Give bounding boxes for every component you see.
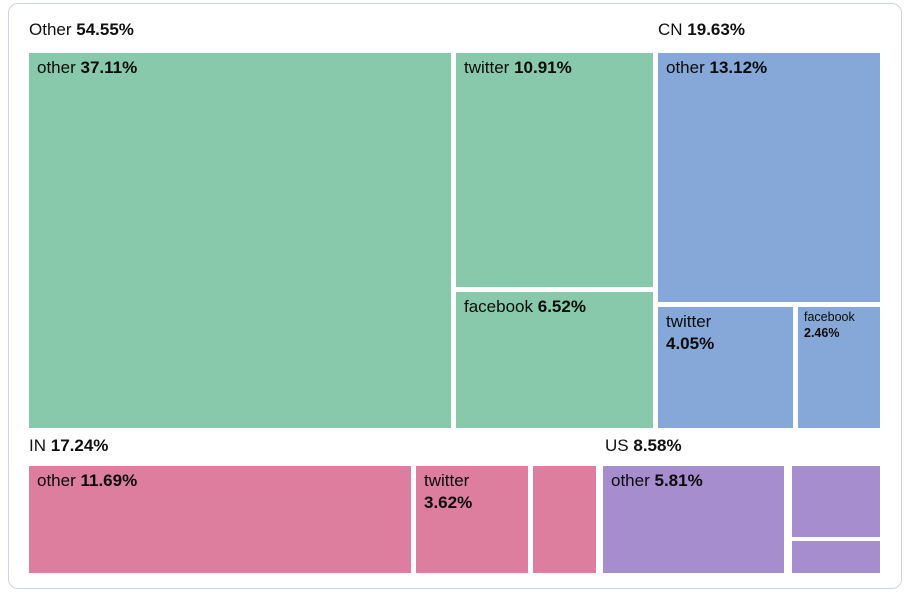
treemap-block-other-twitter[interactable]: twitter 10.91% xyxy=(456,53,653,287)
block-label: other 37.11% xyxy=(29,53,451,79)
treemap-block-other-other[interactable]: other 37.11% xyxy=(29,53,451,428)
block-name: other xyxy=(37,471,76,490)
group-name: IN xyxy=(29,436,46,455)
group-value: 8.58% xyxy=(633,436,682,455)
block-label: facebook 2.46% xyxy=(798,307,880,341)
block-value: 10.91% xyxy=(514,58,572,77)
group-name: CN xyxy=(658,20,683,39)
treemap-block-in-other[interactable]: other 11.69% xyxy=(29,466,411,573)
block-label: twitter 3.62% xyxy=(416,466,528,514)
block-label: other 13.12% xyxy=(658,53,880,79)
treemap-block-cn-facebook[interactable]: facebook 2.46% xyxy=(798,307,880,428)
group-label-in: IN 17.24% xyxy=(29,436,108,456)
treemap-block-cn-twitter[interactable]: twitter 4.05% xyxy=(658,307,793,428)
block-label: twitter 10.91% xyxy=(456,53,653,79)
group-value: 19.63% xyxy=(687,20,745,39)
group-label-other: Other 54.55% xyxy=(29,20,134,40)
block-value: 37.11% xyxy=(80,58,138,77)
treemap: Other 54.55% other 37.11% twitter 10.91%… xyxy=(9,4,901,588)
group-label-cn: CN 19.63% xyxy=(658,20,745,40)
block-name: other xyxy=(611,471,650,490)
block-label: other 5.81% xyxy=(603,466,784,492)
treemap-block-us-other[interactable]: other 5.81% xyxy=(603,466,784,573)
block-value: 6.52% xyxy=(537,297,586,316)
block-name: twitter xyxy=(666,312,712,331)
group-value: 54.55% xyxy=(76,20,134,39)
block-value: 5.81% xyxy=(654,471,703,490)
treemap-block-us-unlabeled-2[interactable] xyxy=(792,541,880,573)
block-name: facebook xyxy=(804,310,855,324)
block-name: twitter xyxy=(424,471,470,490)
block-label: other 11.69% xyxy=(29,466,411,492)
block-label: facebook 6.52% xyxy=(456,292,653,318)
treemap-block-in-unlabeled[interactable] xyxy=(533,466,596,573)
block-label: twitter 4.05% xyxy=(658,307,793,355)
block-value: 13.12% xyxy=(709,58,768,77)
block-name: other xyxy=(37,58,76,77)
block-name: twitter xyxy=(464,58,510,77)
treemap-block-us-unlabeled-1[interactable] xyxy=(792,466,880,537)
treemap-card: Other 54.55% other 37.11% twitter 10.91%… xyxy=(8,3,902,589)
treemap-block-in-twitter[interactable]: twitter 3.62% xyxy=(416,466,528,573)
treemap-block-cn-other[interactable]: other 13.12% xyxy=(658,53,880,302)
group-name: Other xyxy=(29,20,72,39)
block-name: other xyxy=(666,58,705,77)
group-label-us: US 8.58% xyxy=(605,436,682,456)
treemap-block-other-facebook[interactable]: facebook 6.52% xyxy=(456,292,653,428)
block-name: facebook xyxy=(464,297,533,316)
block-value: 4.05% xyxy=(666,333,715,353)
group-name: US xyxy=(605,436,629,455)
block-value: 2.46% xyxy=(804,325,840,340)
block-value: 3.62% xyxy=(424,492,473,512)
group-value: 17.24% xyxy=(50,436,109,455)
block-value: 11.69% xyxy=(80,471,138,490)
